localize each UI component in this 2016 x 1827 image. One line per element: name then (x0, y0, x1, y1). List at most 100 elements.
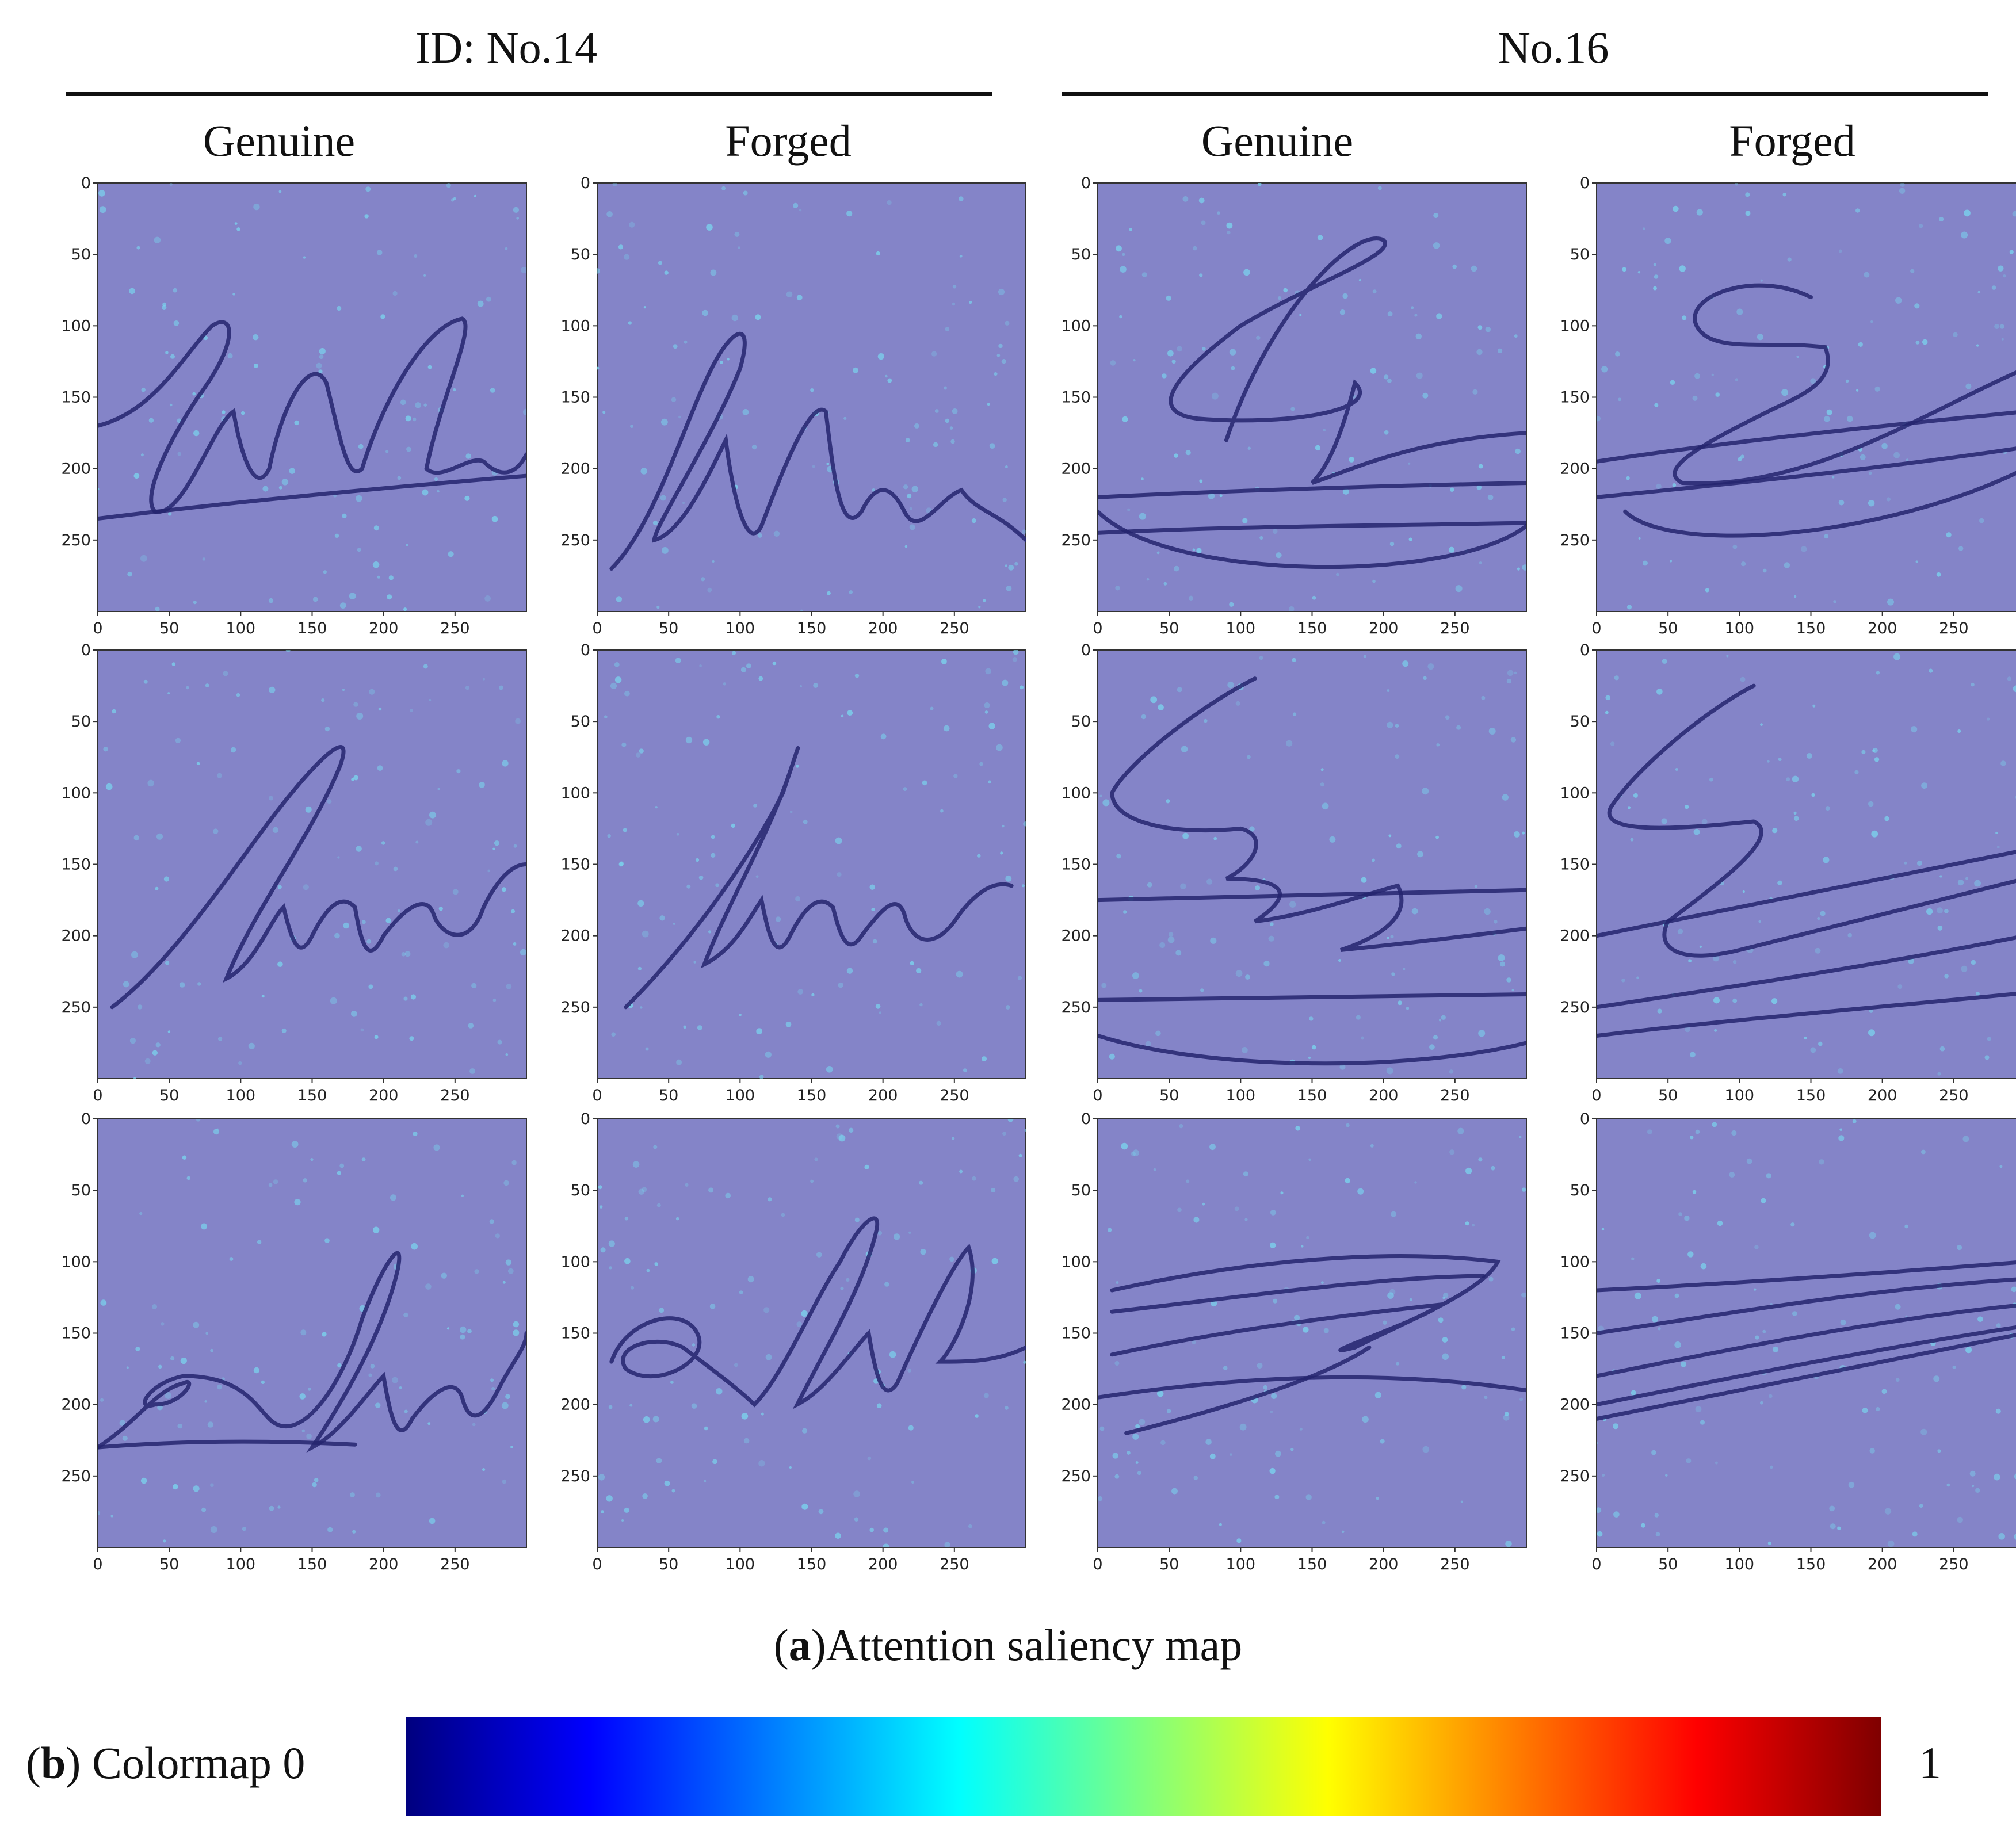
attention-hotspot (358, 444, 364, 449)
y-tick-label: 100 (1061, 784, 1091, 802)
attention-hotspot (1127, 1451, 1131, 1455)
attention-hotspot (98, 190, 105, 197)
attention-hotspot (1522, 831, 1525, 835)
attention-hotspot (1653, 263, 1656, 266)
attention-hotspot (1900, 183, 1905, 187)
attention-hotspot (277, 961, 283, 967)
attention-hotspot (759, 1075, 764, 1079)
attention-hotspot (943, 725, 950, 732)
attention-hotspot (635, 752, 641, 758)
attention-hotspot (1946, 1483, 1950, 1487)
attention-hotspot (706, 224, 713, 231)
attention-hotspot (885, 374, 888, 378)
attention-hotspot (811, 993, 815, 997)
attention-hotspot (1975, 1488, 1980, 1493)
attention-hotspot (437, 490, 440, 493)
attention-hotspot (1503, 1414, 1510, 1421)
attention-hotspot (1135, 1424, 1140, 1429)
attention-hotspot (758, 676, 763, 681)
attention-hotspot (1919, 1504, 1923, 1508)
attention-hotspot (1186, 1179, 1190, 1183)
attention-hotspot (1020, 685, 1024, 690)
attention-hotspot (826, 1066, 833, 1073)
attention-hotspot (1411, 908, 1418, 915)
attention-hotspot (192, 392, 196, 396)
attention-hotspot (1692, 395, 1698, 401)
attention-hotspot (1336, 572, 1339, 576)
attention-hotspot (864, 1164, 869, 1169)
attention-hotspot (155, 1042, 161, 1048)
attention-hotspot (217, 773, 222, 778)
attention-hotspot (1979, 518, 1984, 523)
attention-hotspot (840, 1286, 844, 1290)
attention-hotspot (1810, 378, 1816, 384)
attention-hotspot (740, 667, 746, 672)
attention-hotspot (1320, 1281, 1324, 1285)
attention-hotspot (1631, 1390, 1636, 1396)
attention-hotspot (909, 524, 915, 530)
x-tick-label: 150 (797, 620, 827, 637)
attention-hotspot (197, 982, 201, 986)
attention-hotspot (1746, 1158, 1752, 1164)
attention-hotspot (173, 320, 180, 326)
attention-hotspot (1869, 1448, 1875, 1454)
y-tick-label: 0 (1081, 641, 1091, 659)
attention-hotspot (100, 1398, 104, 1402)
attention-hotspot (1322, 1520, 1326, 1524)
attention-hotspot (849, 1127, 854, 1133)
attention-hotspot (883, 1543, 889, 1547)
y-tick-label: 250 (61, 1467, 91, 1485)
attention-hotspot (875, 1004, 881, 1009)
attention-hotspot (415, 840, 419, 844)
attention-hotspot (222, 410, 226, 414)
x-tick-label: 150 (297, 1087, 327, 1104)
attention-hotspot (403, 1312, 408, 1318)
attention-hotspot (306, 1434, 312, 1439)
attention-hotspot (1965, 877, 1968, 880)
attention-hotspot (678, 415, 681, 419)
attention-hotspot (803, 819, 808, 824)
attention-hotspot (1372, 289, 1377, 294)
signature-stroke (98, 1439, 357, 1450)
signature-stroke (609, 331, 1026, 571)
attention-hotspot (1259, 656, 1263, 660)
attention-hotspot (1217, 211, 1220, 215)
attention-hotspot (1179, 1123, 1183, 1129)
attention-hotspot (482, 1468, 486, 1471)
attention-hotspot (1514, 334, 1518, 338)
attention-hotspot (876, 251, 880, 256)
attention-hotspot (461, 1194, 464, 1197)
attention-hotspot (1370, 368, 1377, 374)
attention-hotspot (380, 314, 385, 319)
attention-hotspot (1342, 488, 1349, 495)
x-tick-label: 250 (1939, 1555, 1969, 1573)
attention-hotspot (1690, 1136, 1694, 1140)
attention-hotspot (1146, 578, 1150, 581)
x-tick-label: 150 (1796, 620, 1826, 637)
attention-hotspot (1758, 920, 1761, 923)
attention-hotspot (162, 305, 167, 310)
attention-hotspot (1358, 278, 1361, 282)
attention-hotspot (1471, 1224, 1475, 1227)
attention-hotspot (1665, 1474, 1668, 1477)
attention-hotspot (1893, 452, 1900, 458)
attention-hotspot (1398, 1000, 1403, 1006)
attention-hotspot (608, 1405, 613, 1409)
attention-hotspot (835, 1124, 840, 1129)
attention-hotspot (1869, 1008, 1873, 1013)
attention-hotspot (169, 403, 173, 407)
saliency-panel-genuine-no16-row3: 0 50 100 150 200 250 0 50 100 150 200 250 (1061, 1110, 1544, 1583)
attention-hotspot (908, 1425, 914, 1431)
saliency-plot: 0 50 100 150 200 250 0 50 100 150 200 250 (560, 174, 1026, 637)
attention-hotspot (624, 1217, 629, 1221)
attention-hotspot (403, 607, 407, 611)
attention-hotspot (1488, 728, 1496, 735)
attention-hotspot (1965, 383, 1972, 389)
attention-hotspot (1449, 1069, 1454, 1074)
saliency-map-background (97, 1118, 527, 1548)
y-tick-label: 250 (1560, 532, 1590, 549)
attention-hotspot (662, 547, 669, 554)
attention-hotspot (490, 1378, 494, 1382)
saliency-plot: 0 50 100 150 200 250 0 50 100 150 200 250 (61, 1110, 527, 1573)
attention-hotspot (765, 1354, 772, 1360)
